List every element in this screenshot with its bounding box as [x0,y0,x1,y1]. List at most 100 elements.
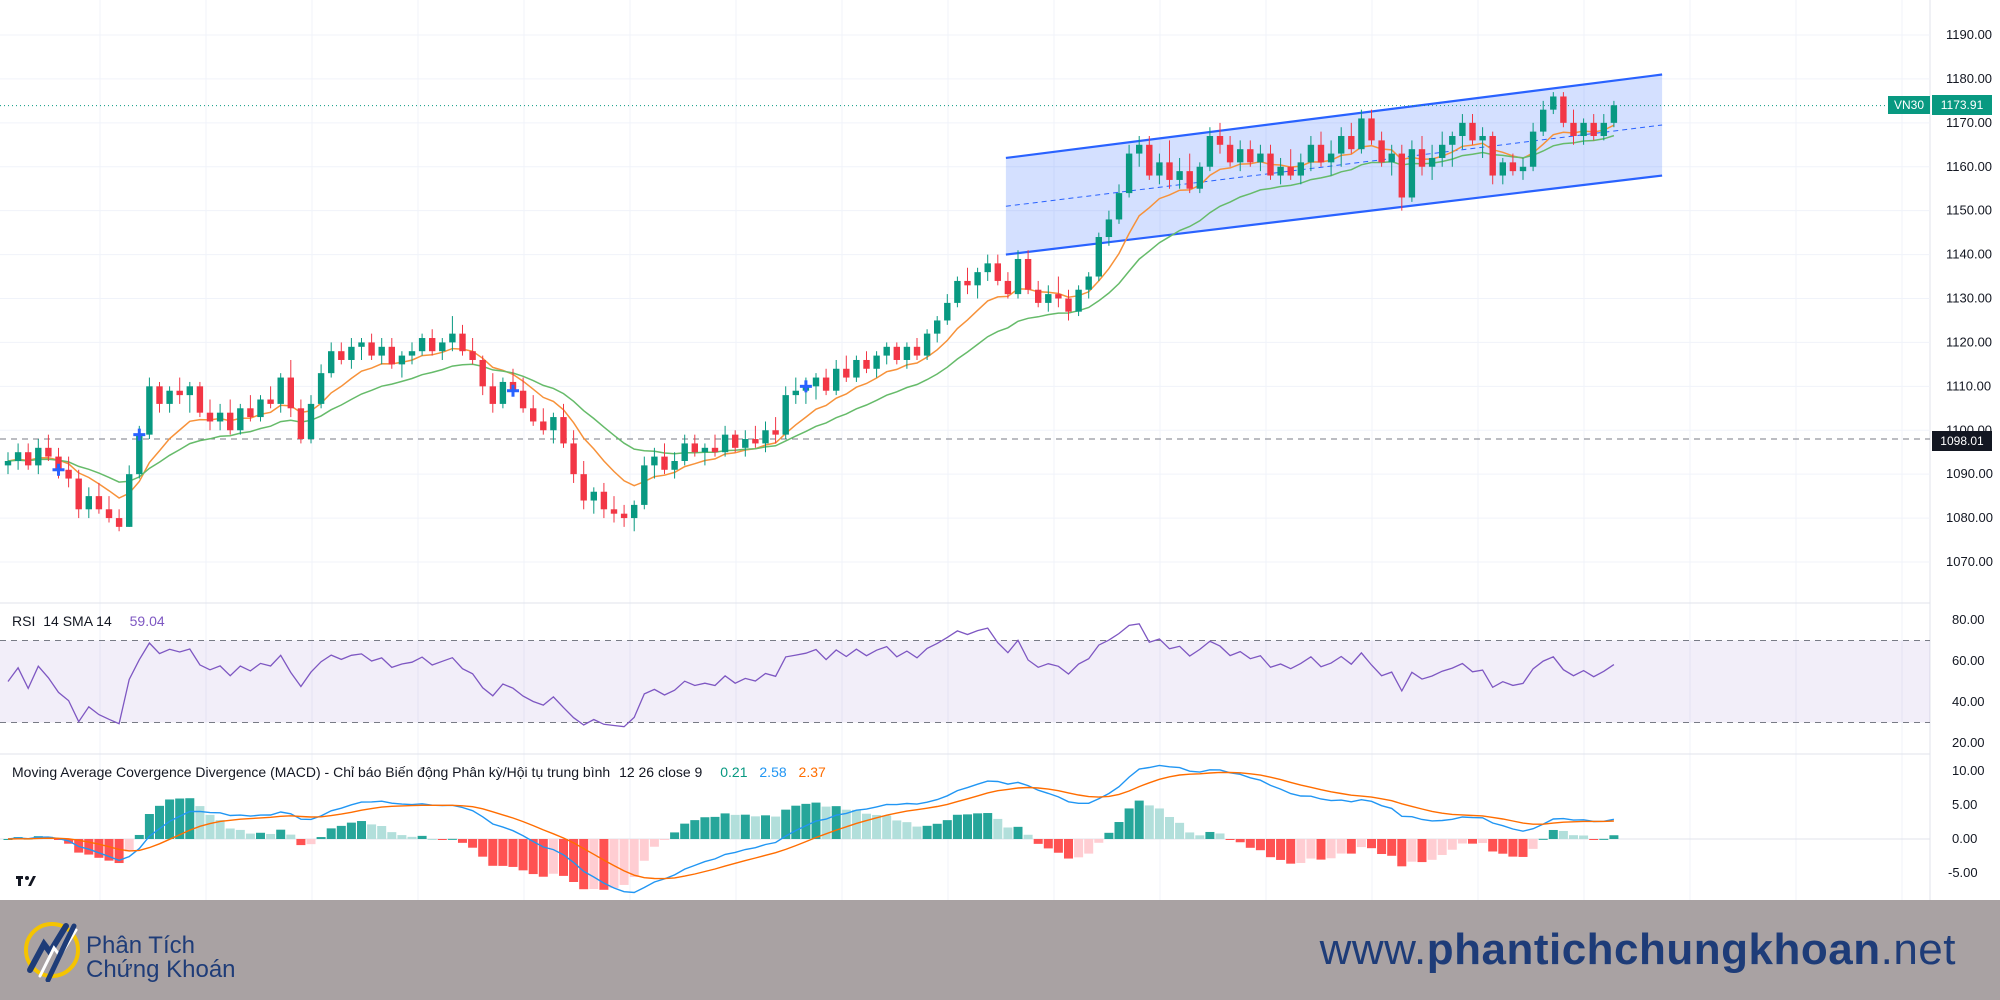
candle[interactable] [378,338,385,365]
candle[interactable] [580,460,587,510]
candle[interactable] [721,425,729,457]
channel-upper-line[interactable] [1005,73,1663,160]
candle[interactable] [1469,114,1476,145]
candle[interactable] [1146,136,1153,180]
candle[interactable] [1287,149,1294,180]
price-pane[interactable] [0,73,1930,532]
candle[interactable] [1509,153,1517,176]
candle[interactable] [45,434,52,461]
candle[interactable] [1418,136,1426,176]
candle[interactable] [711,434,719,457]
candle[interactable] [14,443,22,470]
candle[interactable] [1428,144,1436,180]
candle[interactable] [1115,184,1123,224]
candle[interactable] [853,355,860,382]
candle[interactable] [186,381,193,413]
candle[interactable] [530,395,537,426]
candle[interactable] [550,412,557,444]
candle[interactable] [1045,285,1052,312]
candle[interactable] [1247,140,1254,167]
candle[interactable] [883,342,890,365]
candle[interactable] [489,373,496,413]
candle[interactable] [1095,232,1102,281]
candle[interactable] [1378,131,1385,167]
candle[interactable] [459,324,466,356]
candle[interactable] [338,342,345,365]
buy-signal-icon[interactable] [52,463,65,476]
candle[interactable] [923,329,931,360]
candle[interactable] [1529,122,1537,172]
candle[interactable] [1035,280,1042,308]
rsi-line[interactable] [7,623,1615,728]
candle[interactable] [1105,210,1113,246]
candle[interactable] [1055,276,1062,308]
candle[interactable] [115,509,123,532]
candle[interactable] [519,377,527,413]
candle[interactable] [25,443,32,470]
candle[interactable] [540,408,547,435]
candle[interactable] [984,254,991,281]
candle[interactable] [398,351,406,378]
candle[interactable] [590,487,597,514]
candle[interactable] [287,359,294,418]
candle[interactable] [600,482,608,519]
candle[interactable] [833,359,840,396]
candle[interactable] [944,294,951,325]
candle[interactable] [1439,131,1446,167]
candle[interactable] [247,395,254,422]
price-axis[interactable]: 1190.00 1180.00 1170.00 1160.00 1150.00 1140.… [1946,27,1993,880]
candle[interactable] [772,417,779,444]
candle[interactable] [1307,136,1315,172]
candle[interactable] [4,452,12,475]
candle[interactable] [1297,153,1304,185]
candle[interactable] [166,386,173,413]
candle[interactable] [1166,140,1173,189]
candle[interactable] [1479,127,1486,158]
candle[interactable] [661,443,668,475]
candle[interactable] [317,364,325,409]
candle[interactable] [65,456,72,488]
candle[interactable] [1590,114,1597,141]
candle[interactable] [994,254,1001,286]
candle[interactable] [903,342,911,369]
candle[interactable] [257,395,264,422]
candle[interactable] [146,377,153,440]
rsi-pane[interactable] [0,623,1930,728]
candle[interactable] [1560,92,1567,128]
candle[interactable] [388,338,395,369]
macd-pane[interactable] [0,764,1930,894]
candle[interactable] [1408,140,1416,202]
candle[interactable] [913,338,921,360]
candle[interactable] [651,447,658,479]
candle[interactable] [1065,289,1072,321]
candle[interactable] [1550,92,1557,115]
candle[interactable] [227,399,234,435]
candle[interactable] [1075,285,1082,317]
buy-signal-icon[interactable] [799,380,812,393]
candle[interactable] [429,329,436,356]
candle[interactable] [610,496,618,523]
candle[interactable] [1327,140,1335,176]
candle[interactable] [742,430,749,457]
candle[interactable] [237,403,244,435]
candle[interactable] [408,342,416,365]
candle[interactable] [681,434,688,466]
candle[interactable] [1156,153,1163,185]
candle[interactable] [1267,144,1274,180]
candle[interactable] [1338,127,1345,167]
candle[interactable] [1186,153,1193,194]
candle[interactable] [732,430,739,453]
candle[interactable] [1277,157,1284,185]
candle[interactable] [439,338,446,360]
candle[interactable] [499,377,507,409]
candle[interactable] [974,267,981,299]
channel-lower-line[interactable] [1005,174,1663,256]
candle[interactable] [1176,157,1183,189]
candle[interactable] [277,373,284,413]
candle[interactable] [893,342,900,365]
candle[interactable] [1449,131,1456,167]
candle[interactable] [216,403,224,431]
candle[interactable] [570,430,577,483]
candle[interactable] [1600,114,1607,141]
candle[interactable] [126,465,133,527]
